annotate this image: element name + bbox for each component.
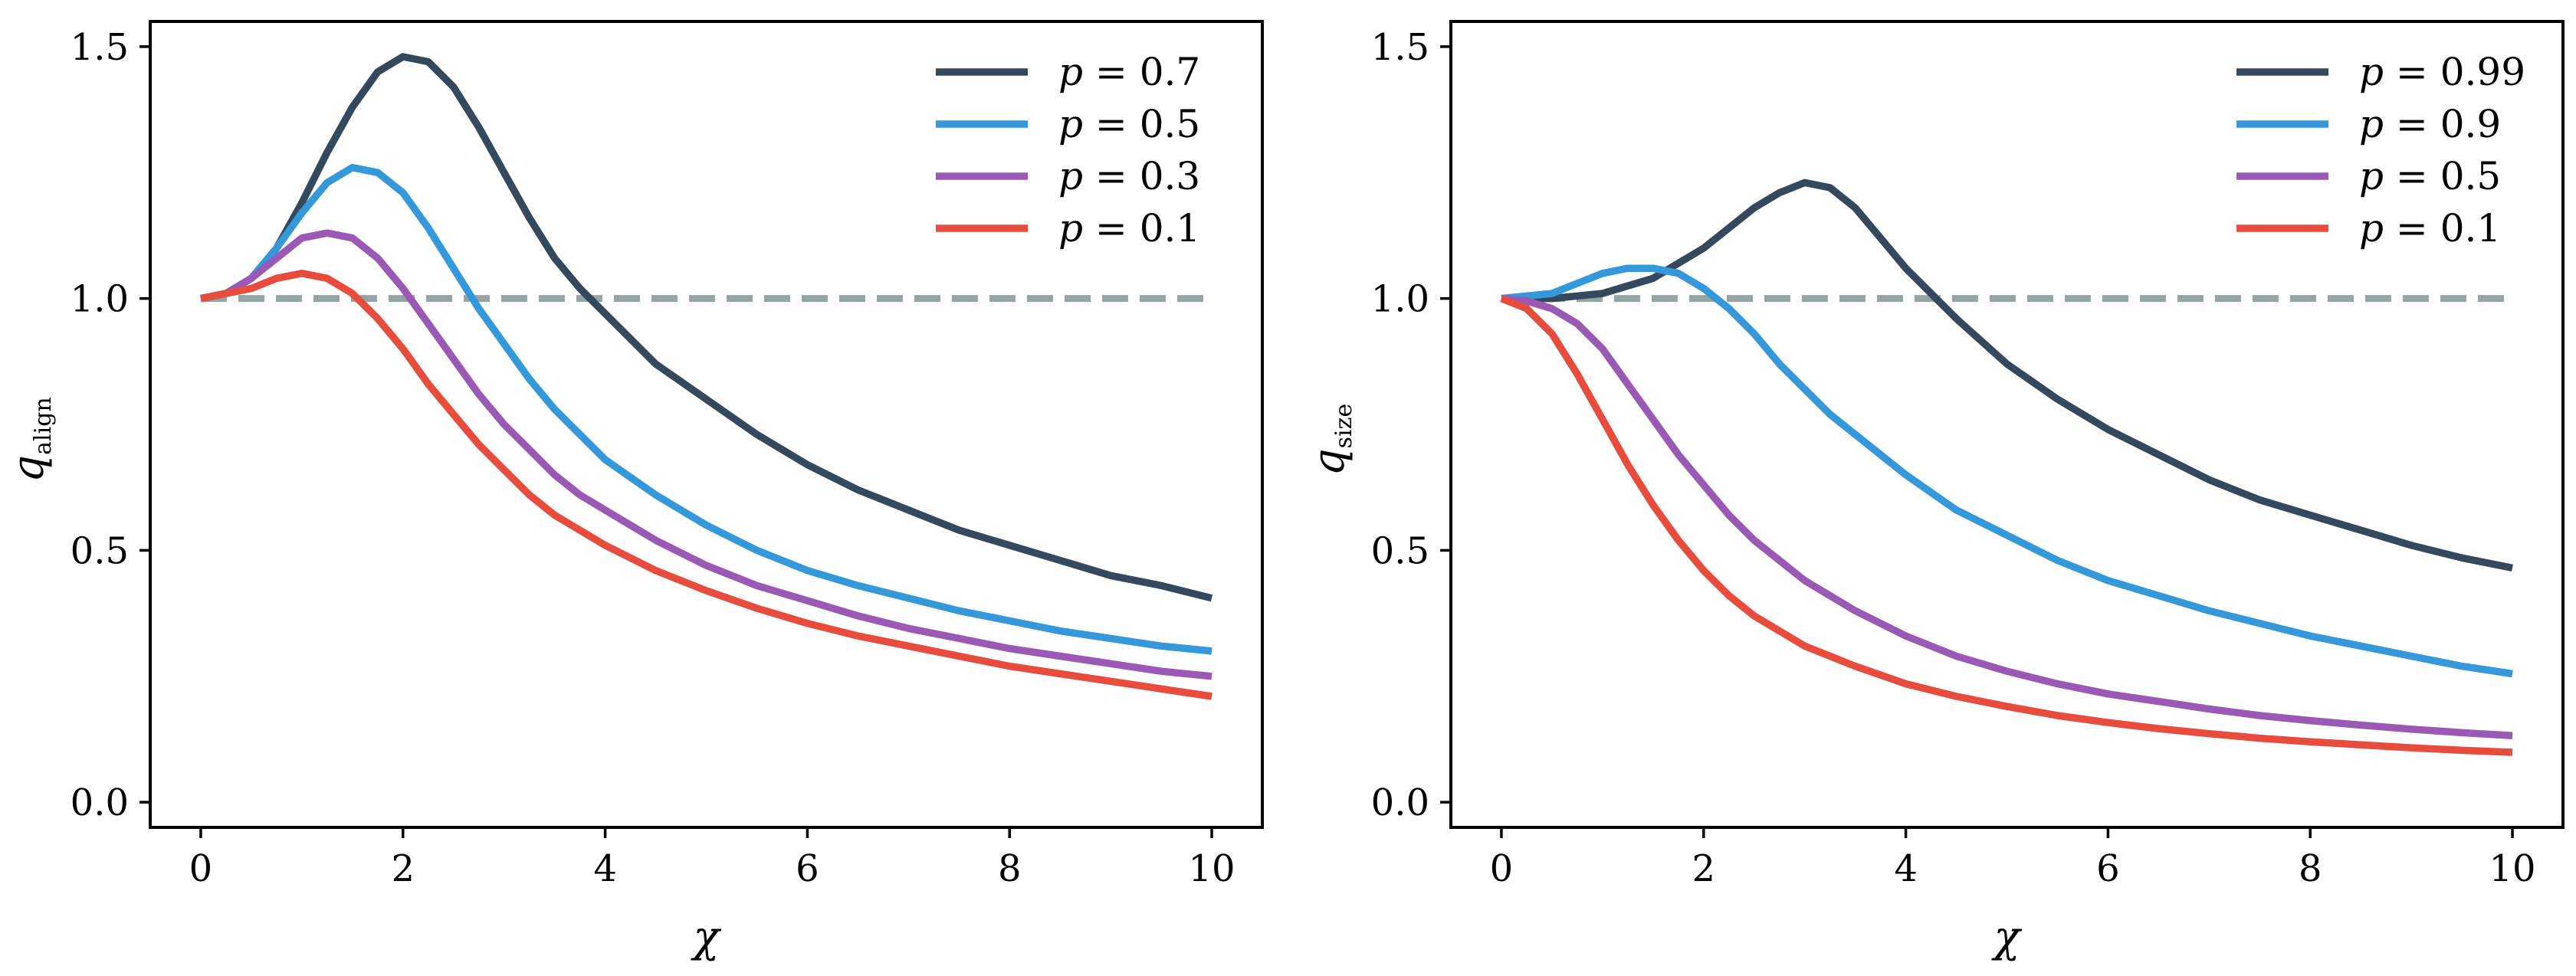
panel-size-legend-label-3: p = 0.5 — [2359, 154, 2501, 198]
panel-align-ytick-label: 0.0 — [71, 781, 129, 824]
panel-size-ytick-label: 1.0 — [1371, 278, 1429, 321]
panel-size-series-line-2 — [1501, 264, 2513, 678]
panel-size-legend-label-2: p = 0.9 — [2359, 102, 2501, 146]
panel-align-series-line-4 — [200, 270, 1213, 700]
panel-size-ytick-label: 1.5 — [1371, 26, 1429, 69]
panel-align-legend-label-3: p = 0.3 — [1058, 154, 1200, 198]
panel-align-xlabel: χ — [691, 912, 722, 962]
panel-size-xlabel: χ — [1991, 912, 2023, 962]
panel-align-axes-frame — [149, 20, 1264, 829]
panel-size-xtick-label: 2 — [1692, 847, 1715, 890]
panel-size-xtick-label: 10 — [2489, 847, 2536, 890]
panel-size-series-line-4 — [1500, 295, 2513, 756]
panel-size-series-line-3 — [1501, 294, 2513, 740]
panel-align-ytick-label: 0.5 — [71, 529, 129, 572]
panel-size-legend-label-4: p = 0.1 — [2359, 206, 2501, 251]
panel-size-series-line-1 — [1501, 178, 2513, 572]
panel-align-legend-label-4: p = 0.1 — [1058, 206, 1200, 251]
panel-align-xtick-label: 6 — [796, 847, 819, 890]
panel-size-ytick-label: 0.5 — [1371, 529, 1429, 572]
panel-align-series-line-2 — [200, 163, 1213, 655]
panel-align-series-line-1 — [200, 53, 1213, 602]
panel-size: 0 2 4 6 8 10 0.0 0.5 1.0 1.5 χ qsize p = 0.99 p = 0.9… — [1304, 20, 2565, 962]
panel-align-xtick-label: 4 — [593, 847, 617, 890]
panel-align-legend-label-1: p = 0.7 — [1058, 50, 1200, 94]
panel-align-ytick-label: 1.5 — [71, 26, 129, 69]
panel-size-ytick-label: 0.0 — [1371, 781, 1429, 824]
panel-size-xtick-label: 6 — [2096, 847, 2120, 890]
panel-align-xtick-label: 10 — [1189, 847, 1235, 890]
panel-align-legend-label-2: p = 0.5 — [1058, 102, 1200, 146]
panel-align-ylabel: qalign — [4, 397, 57, 482]
panel-size-legend-label-1: p = 0.99 — [2359, 50, 2525, 94]
panel-align-xtick-label: 0 — [189, 847, 213, 890]
panel-size-ylabel: qsize — [1304, 404, 1357, 476]
panel-align-ytick-label: 1.0 — [71, 278, 129, 321]
panel-align-series-line-3 — [200, 229, 1213, 680]
panel-align: 0 2 4 6 8 10 0.0 0.5 1.0 1.5 χ qalign p = 0.7 p = 0.5… — [4, 20, 1264, 962]
panel-size-xtick-label: 8 — [2299, 847, 2322, 890]
panel-size-xtick-label: 4 — [1894, 847, 1918, 890]
panel-align-xtick-label: 2 — [391, 847, 415, 890]
panel-align-xtick-label: 8 — [998, 847, 1022, 890]
panel-size-xtick-label: 0 — [1490, 847, 1514, 890]
panel-size-axes-frame — [1449, 20, 2565, 829]
